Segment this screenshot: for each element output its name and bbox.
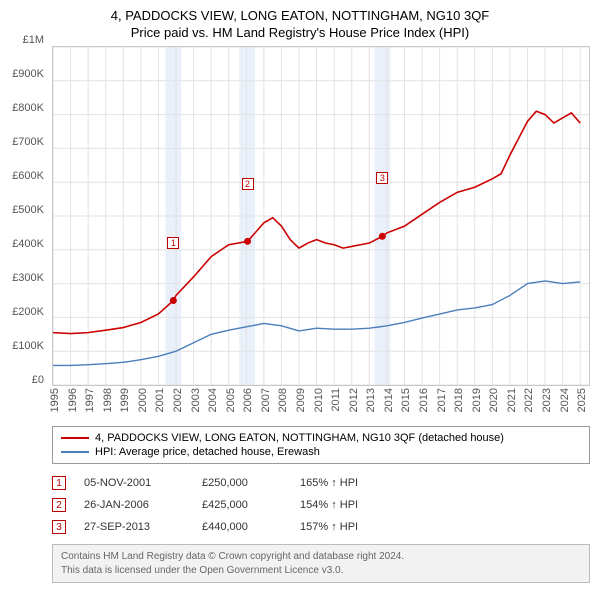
x-tick-label: 1999 xyxy=(119,388,131,412)
x-tick-label: 2025 xyxy=(576,388,588,412)
event-row: 1 05-NOV-2001 £250,000 165% ↑ HPI xyxy=(52,472,590,494)
event-row: 3 27-SEP-2013 £440,000 157% ↑ HPI xyxy=(52,516,590,538)
x-tick-label: 2011 xyxy=(330,388,342,412)
x-tick-label: 2018 xyxy=(453,388,465,412)
x-tick-label: 1995 xyxy=(49,388,61,412)
legend-row: HPI: Average price, detached house, Erew… xyxy=(61,445,581,459)
legend-row: 4, PADDOCKS VIEW, LONG EATON, NOTTINGHAM… xyxy=(61,431,581,445)
x-tick-label: 2017 xyxy=(436,388,448,412)
event-date: 05-NOV-2001 xyxy=(84,477,184,489)
footer-attribution: Contains HM Land Registry data © Crown c… xyxy=(52,544,590,583)
chart-area: £0£100K£200K£300K£400K£500K£600K£700K£80… xyxy=(10,46,590,420)
legend: 4, PADDOCKS VIEW, LONG EATON, NOTTINGHAM… xyxy=(52,426,590,464)
title-subtitle: Price paid vs. HM Land Registry's House … xyxy=(10,25,590,40)
events-table: 1 05-NOV-2001 £250,000 165% ↑ HPI 2 26-JAN-20… xyxy=(52,472,590,538)
x-tick-label: 2020 xyxy=(488,388,500,412)
event-number-box: 2 xyxy=(52,498,66,512)
event-price: £440,000 xyxy=(202,521,282,533)
x-tick-label: 2010 xyxy=(313,388,325,412)
x-tick-label: 2001 xyxy=(154,388,166,412)
event-pct: 157% ↑ HPI xyxy=(300,521,590,533)
x-tick-label: 1998 xyxy=(102,388,114,412)
event-marker-box: 3 xyxy=(376,172,388,184)
event-dot xyxy=(379,233,386,240)
event-price: £425,000 xyxy=(202,499,282,511)
x-tick-label: 2008 xyxy=(277,388,289,412)
chart-container: 4, PADDOCKS VIEW, LONG EATON, NOTTINGHAM… xyxy=(0,0,600,593)
x-tick-label: 2024 xyxy=(559,388,571,412)
legend-label: 4, PADDOCKS VIEW, LONG EATON, NOTTINGHAM… xyxy=(95,432,504,444)
event-number-box: 1 xyxy=(52,476,66,490)
x-tick-label: 2004 xyxy=(207,388,219,412)
title-block: 4, PADDOCKS VIEW, LONG EATON, NOTTINGHAM… xyxy=(10,8,590,40)
footer-line2: This data is licensed under the Open Gov… xyxy=(61,564,581,578)
event-price: £250,000 xyxy=(202,477,282,489)
x-tick-label: 2009 xyxy=(295,388,307,412)
x-axis: 1995 1996 1997 1998 1999 2000 2001 2002 2003 2004… xyxy=(52,388,590,420)
x-tick-label: 2013 xyxy=(365,388,377,412)
x-tick-label: 2016 xyxy=(418,388,430,412)
x-tick-label: 2021 xyxy=(506,388,518,412)
x-tick-label: 2002 xyxy=(172,388,184,412)
event-marker-box: 1 xyxy=(167,237,179,249)
x-tick-label: 1997 xyxy=(84,388,96,412)
plot-column: 1 2 3 1995 1996 1997 1998 1999 2000 2001 2002 2003… xyxy=(52,46,590,420)
event-number-box: 3 xyxy=(52,520,66,534)
event-dot xyxy=(170,297,177,304)
legend-swatch xyxy=(61,451,89,453)
event-date: 26-JAN-2006 xyxy=(84,499,184,511)
x-tick-label: 2019 xyxy=(471,388,483,412)
event-dot xyxy=(244,238,251,245)
footer-line1: Contains HM Land Registry data © Crown c… xyxy=(61,550,581,564)
x-tick-label: 2012 xyxy=(348,388,360,412)
legend-swatch xyxy=(61,437,89,439)
x-tick-label: 2000 xyxy=(137,388,149,412)
x-tick-label: 2007 xyxy=(260,388,272,412)
x-tick-label: 1996 xyxy=(67,388,79,412)
x-tick-label: 2003 xyxy=(190,388,202,412)
plot: 1 2 3 xyxy=(52,46,590,386)
title-address: 4, PADDOCKS VIEW, LONG EATON, NOTTINGHAM… xyxy=(10,8,590,23)
event-date: 27-SEP-2013 xyxy=(84,521,184,533)
event-row: 2 26-JAN-2006 £425,000 154% ↑ HPI xyxy=(52,494,590,516)
legend-label: HPI: Average price, detached house, Erew… xyxy=(95,446,320,458)
event-marker-box: 2 xyxy=(242,178,254,190)
x-tick-label: 2014 xyxy=(383,388,395,412)
event-pct: 154% ↑ HPI xyxy=(300,499,590,511)
event-pct: 165% ↑ HPI xyxy=(300,477,590,489)
plot-svg xyxy=(53,47,589,385)
x-tick-label: 2015 xyxy=(400,388,412,412)
x-tick-label: 2022 xyxy=(523,388,535,412)
x-tick-label: 2023 xyxy=(541,388,553,412)
x-tick-label: 2005 xyxy=(225,388,237,412)
y-axis: £0£100K£200K£300K£400K£500K£600K£700K£80… xyxy=(10,46,52,386)
x-tick-label: 2006 xyxy=(242,388,254,412)
